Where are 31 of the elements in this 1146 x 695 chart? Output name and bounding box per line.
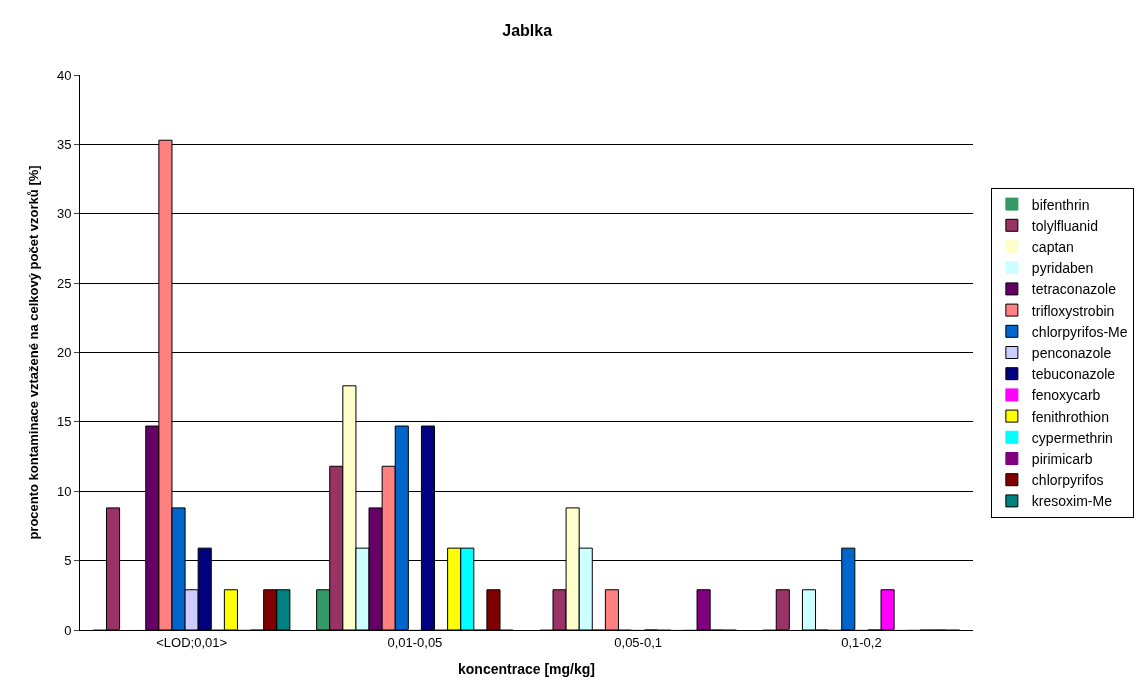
chart-title: Jablka (502, 21, 553, 39)
legend-label: pyridaben (1031, 260, 1094, 277)
y-tick-label: 35 (56, 136, 72, 152)
y-tick-label: 15 (56, 414, 72, 430)
x-tick-label: 0,1-0,2 (841, 634, 882, 650)
y-tick-label: 25 (56, 275, 72, 291)
y-tick-label: 20 (56, 345, 72, 361)
legend-label: tolylfluanid (1031, 217, 1099, 234)
x-axis-title: koncentrace [mg/kg] (458, 660, 595, 677)
legend-label: bifenthrin (1031, 196, 1090, 213)
legend-label: pirimicarb (1031, 450, 1093, 467)
y-tick-label: 5 (64, 553, 72, 569)
x-tick-label: <LOD;0,01> (156, 634, 228, 650)
legend-label: fenoxycarb (1031, 387, 1101, 404)
y-tick-label: 40 (56, 67, 72, 83)
legend-label: chlorpyrifos (1031, 472, 1104, 489)
y-axis-title: procento kontaminace vztažené na celkový počet vzorků [%] (25, 165, 41, 540)
legend-label: chlorpyrifos-Me (1031, 323, 1128, 340)
y-tick-label: 0 (64, 622, 72, 638)
legend-label: trifloxystrobin (1031, 302, 1115, 319)
legend-label: captan (1031, 238, 1074, 255)
legend-label: penconazole (1031, 344, 1112, 361)
legend-label: fenithrothion (1031, 408, 1109, 425)
x-tick-label: 0,01-0,05 (387, 634, 443, 650)
y-tick-label: 30 (56, 206, 72, 222)
legend-label: tetraconazole (1031, 281, 1117, 298)
y-tick-label: 10 (56, 483, 72, 499)
legend-label: kresoxim-Me (1031, 493, 1113, 510)
legend-label: cypermethrin (1031, 429, 1113, 446)
legend-label: tebuconazole (1031, 366, 1116, 383)
x-tick-label: 0,05-0,1 (614, 634, 662, 650)
